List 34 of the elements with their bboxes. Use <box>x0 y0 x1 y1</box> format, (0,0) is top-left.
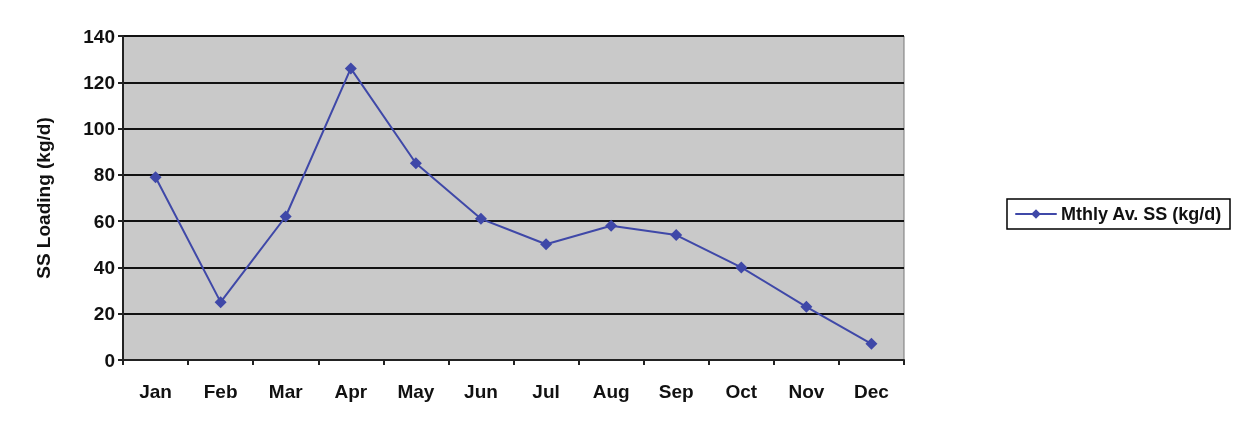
x-tick-label: Sep <box>658 381 694 402</box>
y-tick-label: 40 <box>93 256 115 278</box>
point <box>344 62 357 75</box>
x-tick-label: May <box>397 381 435 402</box>
point <box>670 229 683 242</box>
y-tick-label: 80 <box>93 164 115 186</box>
y-tick-label: 0 <box>104 349 115 371</box>
point <box>409 157 422 170</box>
x-tick-label: Apr <box>334 381 368 402</box>
y-tick-label: 60 <box>93 210 115 232</box>
point <box>865 337 878 350</box>
point <box>735 261 748 274</box>
x-tick-label: Jan <box>139 381 172 402</box>
x-tick-label: Mar <box>268 381 304 402</box>
point <box>605 219 618 232</box>
x-tick-label: Oct <box>725 381 758 402</box>
x-tick-label: Jul <box>532 381 560 402</box>
x-tick-label: Nov <box>788 381 825 402</box>
y-axis-title: SS Loading (kg/d) <box>33 117 54 279</box>
x-tick-label: Dec <box>854 381 890 402</box>
point <box>214 296 227 309</box>
x-tick-label: Jun <box>464 381 498 402</box>
x-tick-label: Aug <box>592 381 630 402</box>
point <box>800 300 813 313</box>
point <box>279 210 292 223</box>
point <box>474 212 487 225</box>
y-tick-label: 100 <box>83 118 115 140</box>
point <box>149 171 162 184</box>
x-tick-label: Feb <box>203 381 238 402</box>
legend-label: Mthly Av. SS (kg/d) <box>1060 204 1222 224</box>
y-tick-label: 120 <box>83 71 115 93</box>
y-tick-label: 140 <box>83 25 115 47</box>
point <box>540 238 553 251</box>
y-tick-label: 20 <box>93 303 115 325</box>
